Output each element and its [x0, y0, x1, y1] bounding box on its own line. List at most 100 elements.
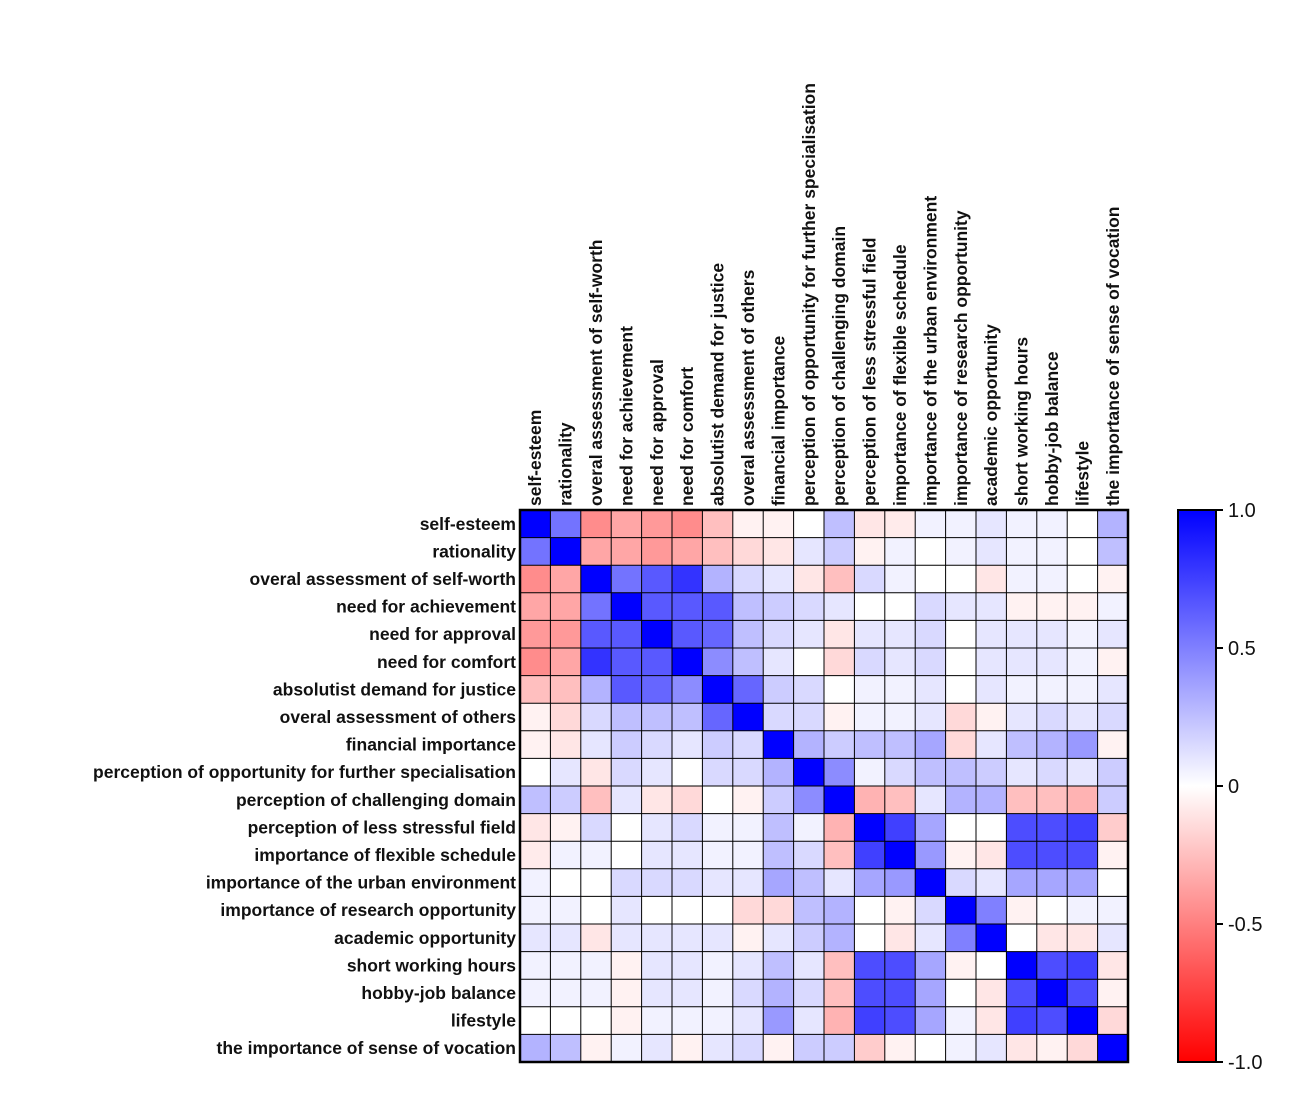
- heatmap-cell: [702, 1006, 733, 1035]
- colorbar: 1.0 0.5 0 -0.5 -1.0: [1177, 500, 1262, 1074]
- heatmap-cell: [520, 675, 551, 704]
- row-label: the importance of sense of vocation: [217, 1038, 517, 1058]
- row-label: importance of the urban environment: [206, 873, 516, 893]
- heatmap-cell: [702, 758, 733, 786]
- row-label: short working hours: [347, 955, 516, 975]
- heatmap-cell: [884, 1034, 916, 1062]
- heatmap-cell: [793, 675, 824, 704]
- heatmap-cell: [550, 924, 581, 952]
- heatmap-cell: [824, 951, 855, 980]
- heatmap-cell: [732, 703, 764, 731]
- heatmap-cell: [611, 620, 642, 648]
- heatmap-cell: [641, 951, 672, 980]
- heatmap-cell: [672, 979, 703, 1007]
- heatmap-cell: [915, 648, 946, 676]
- heatmap-cell: [672, 924, 703, 952]
- heatmap-cell: [702, 565, 733, 593]
- heatmap-cell: [732, 758, 764, 786]
- heatmap-cell: [1006, 924, 1037, 952]
- heatmap-cell: [763, 537, 794, 566]
- heatmap-cell: [976, 951, 1007, 980]
- heatmap-cell: [520, 620, 551, 648]
- heatmap-cell: [1006, 730, 1037, 759]
- heatmap-cell: [1097, 730, 1128, 759]
- heatmap-cell: [976, 979, 1007, 1007]
- heatmap-cell: [1067, 1006, 1098, 1035]
- heatmap-cell: [1036, 951, 1068, 980]
- heatmap-cell: [945, 592, 976, 621]
- heatmap-cell: [580, 951, 612, 980]
- heatmap-cell: [1097, 979, 1128, 1007]
- heatmap-cell: [884, 951, 916, 980]
- heatmap-cell: [1067, 1034, 1098, 1062]
- heatmap-cell: [1036, 1034, 1068, 1062]
- column-label: hobby-job balance: [1042, 351, 1062, 506]
- heatmap-cell: [580, 703, 612, 731]
- heatmap-cell: [580, 730, 612, 759]
- heatmap-cell: [884, 675, 916, 704]
- heatmap-cell: [550, 1006, 581, 1035]
- heatmap-cell: [945, 813, 976, 842]
- heatmap-cell: [1067, 758, 1098, 786]
- heatmap-cell: [793, 924, 824, 952]
- heatmap-cell: [854, 924, 885, 952]
- heatmap-cell: [672, 730, 703, 759]
- heatmap-cell: [945, 951, 976, 980]
- heatmap-cell: [824, 786, 855, 814]
- heatmap-cell: [945, 758, 976, 786]
- heatmap-cell: [884, 813, 916, 842]
- heatmap-cell: [1067, 924, 1098, 952]
- heatmap-cell: [1036, 592, 1068, 621]
- heatmap-cell: [1006, 951, 1037, 980]
- heatmap-cell: [1036, 758, 1068, 786]
- heatmap-cell: [793, 951, 824, 980]
- heatmap-cell: [1006, 868, 1037, 897]
- heatmap-cell: [580, 896, 612, 924]
- heatmap-cell: [1067, 868, 1098, 897]
- heatmap-cell: [824, 924, 855, 952]
- heatmap-cell: [976, 924, 1007, 952]
- heatmap-cell: [580, 675, 612, 704]
- heatmap-cell: [672, 648, 703, 676]
- heatmap-cell: [702, 924, 733, 952]
- heatmap-cell: [945, 1034, 976, 1062]
- heatmap-cell: [793, 565, 824, 593]
- heatmap-cell: [1036, 924, 1068, 952]
- heatmap-cell: [1006, 648, 1037, 676]
- heatmap-cell: [884, 565, 916, 593]
- heatmap-cell: [732, 813, 764, 842]
- heatmap-cell: [884, 537, 916, 566]
- heatmap-cell: [672, 675, 703, 704]
- row-label: rationality: [432, 541, 516, 561]
- heatmap-cell: [641, 896, 672, 924]
- heatmap-cell: [702, 730, 733, 759]
- row-label: need for achievement: [336, 597, 516, 617]
- heatmap-cell: [732, 1034, 764, 1062]
- column-label: overal assessment of others: [738, 269, 758, 506]
- heatmap-cell: [520, 896, 551, 924]
- heatmap-cell: [732, 841, 764, 869]
- heatmap-cell: [611, 1006, 642, 1035]
- heatmap-cell: [550, 620, 581, 648]
- heatmap-cell: [580, 1006, 612, 1035]
- heatmap-cell: [854, 786, 885, 814]
- heatmap-cell: [1036, 896, 1068, 924]
- heatmap-cell: [915, 924, 946, 952]
- heatmap-cell: [763, 813, 794, 842]
- heatmap-cell: [763, 841, 794, 869]
- heatmap-cell: [580, 537, 612, 566]
- heatmap-cell: [915, 979, 946, 1007]
- heatmap-cell: [702, 868, 733, 897]
- heatmap-cell: [520, 537, 551, 566]
- heatmap-cell: [793, 648, 824, 676]
- heatmap-cell: [1097, 841, 1128, 869]
- heatmap-cell: [550, 565, 581, 593]
- heatmap-cell: [580, 841, 612, 869]
- heatmap-cell: [732, 951, 764, 980]
- heatmap-cell: [1067, 896, 1098, 924]
- heatmap-cell: [945, 786, 976, 814]
- heatmap-cell: [641, 565, 672, 593]
- heatmap-cell: [854, 565, 885, 593]
- heatmap-cell: [854, 951, 885, 980]
- heatmap-cell: [672, 1006, 703, 1035]
